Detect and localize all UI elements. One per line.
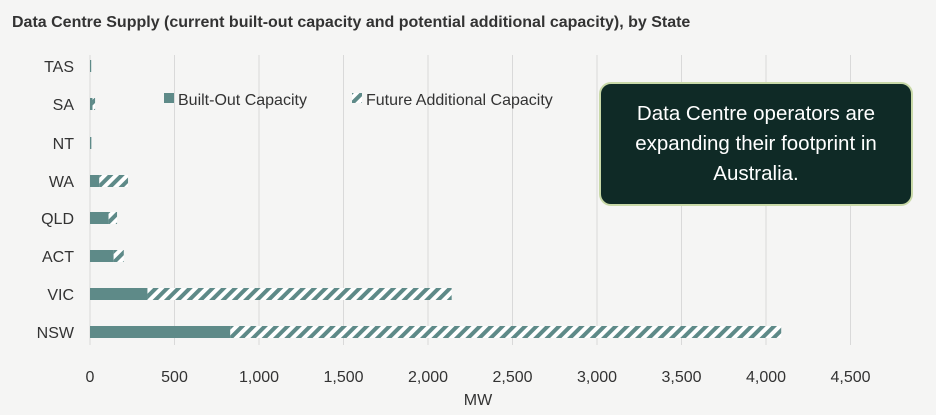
- bar-future-wa: [99, 175, 129, 187]
- callout-box: Data Centre operators are expanding thei…: [599, 82, 913, 206]
- category-label-qld: QLD: [41, 211, 74, 228]
- category-label-act: ACT: [42, 249, 74, 266]
- category-labels: TAS SA NT WA QLD ACT VIC NSW: [37, 59, 75, 342]
- category-label-sa: SA: [53, 97, 75, 114]
- bar-built-act: [90, 250, 114, 262]
- bar-built-wa: [90, 175, 100, 187]
- category-label-wa: WA: [49, 174, 75, 191]
- bar-future-sa: [92, 98, 96, 110]
- bars: [90, 60, 782, 338]
- bar-built-qld: [90, 212, 109, 224]
- x-tick-label: 1,000: [239, 369, 279, 386]
- bar-built-sa: [90, 98, 93, 110]
- x-tick-label: 3,000: [577, 369, 617, 386]
- category-label-tas: TAS: [44, 59, 74, 76]
- category-label-nt: NT: [53, 136, 75, 153]
- bar-future-nsw: [230, 326, 782, 338]
- bar-built-vic: [90, 288, 148, 300]
- x-tick-label: 0: [86, 369, 95, 386]
- chart-title: Data Centre Supply (current built-out ca…: [12, 14, 690, 31]
- x-tick-label: 500: [161, 369, 188, 386]
- x-tick-label: 4,000: [746, 369, 786, 386]
- callout-text: Data Centre operators are expanding thei…: [635, 102, 877, 185]
- category-label-vic: VIC: [47, 287, 74, 304]
- legend: Built-Out Capacity Future Additional Capa…: [164, 92, 553, 109]
- x-tick-label: 2,500: [492, 369, 532, 386]
- category-label-nsw: NSW: [37, 325, 75, 342]
- x-tick-label: 1,500: [323, 369, 363, 386]
- x-tick-label: 3,500: [661, 369, 701, 386]
- legend-label-future: Future Additional Capacity: [366, 92, 553, 109]
- x-tick-label: 2,000: [408, 369, 448, 386]
- bar-built-nsw: [90, 326, 231, 338]
- x-tick-labels: 0 500 1,000 1,500 2,000 2,500 3,000 3,500 4,000 4…: [86, 369, 871, 386]
- legend-swatch-future: [352, 93, 362, 103]
- bar-built-tas: [90, 60, 92, 72]
- x-axis-label: MW: [464, 392, 493, 409]
- bar-future-act: [113, 250, 124, 262]
- legend-label-built: Built-Out Capacity: [178, 92, 307, 109]
- bar-future-qld: [108, 212, 118, 224]
- legend-swatch-built: [164, 93, 174, 103]
- bar-future-vic: [147, 288, 452, 300]
- bar-built-nt: [90, 137, 92, 149]
- x-tick-label: 4,500: [830, 369, 870, 386]
